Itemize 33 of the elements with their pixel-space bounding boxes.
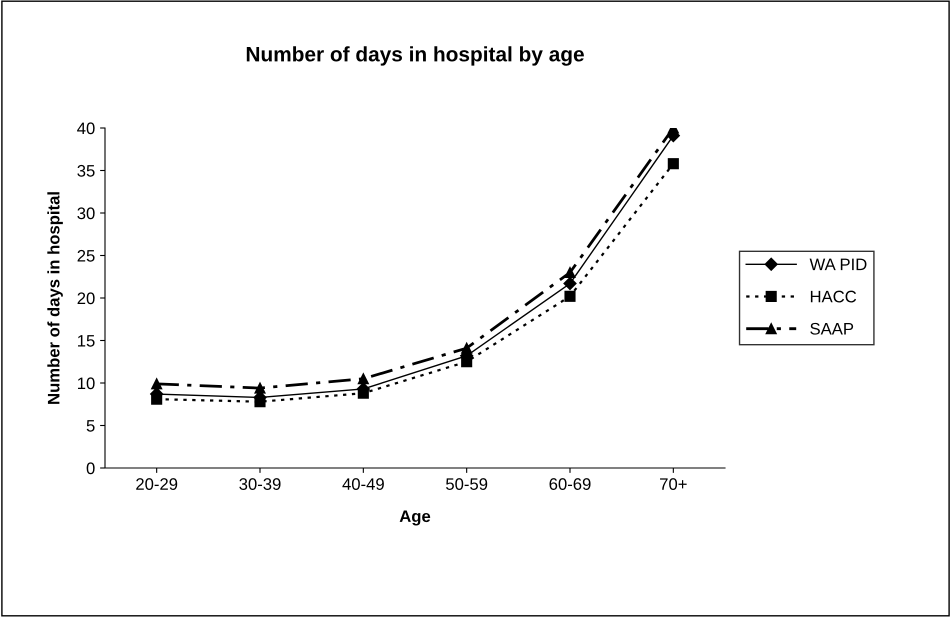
x-tick-label: 30-39 (239, 478, 281, 490)
y-tick-label: 0 (86, 462, 95, 474)
x-tick-label: 50-59 (446, 478, 488, 490)
point (358, 388, 369, 399)
point (151, 378, 162, 390)
point (668, 158, 679, 170)
y-tick-label: 15 (78, 335, 95, 347)
point (151, 394, 162, 405)
y-tick-label: 30 (77, 207, 95, 220)
chart-title: Number of days in hospital by age (246, 46, 584, 66)
x-tick-label: 40-49 (342, 478, 384, 490)
point (461, 342, 472, 354)
x-axis-title: Age (400, 510, 430, 526)
y-tick-label: 35 (77, 164, 95, 177)
point (461, 356, 472, 368)
x-tick-label: 60-69 (550, 478, 591, 490)
legend-label: WA PID (810, 258, 866, 270)
y-axis-title: Number of days in hospital (47, 192, 63, 404)
y-tick-label: 40 (77, 122, 95, 134)
point (563, 276, 577, 290)
point (564, 266, 576, 278)
legend-label: HACC (810, 290, 856, 302)
y-tick-label: 10 (78, 377, 95, 390)
y-tick-label: 5 (86, 420, 95, 432)
point (358, 373, 369, 384)
point (254, 396, 266, 408)
point (254, 382, 266, 394)
y-tick-label: 25 (78, 250, 95, 262)
x-tick-label: 20-29 (136, 478, 178, 490)
y-tick-label: 20 (78, 292, 95, 304)
x-tick-label: 70+ (660, 478, 687, 490)
point (564, 290, 576, 302)
legend-label: SAAP (810, 322, 854, 335)
